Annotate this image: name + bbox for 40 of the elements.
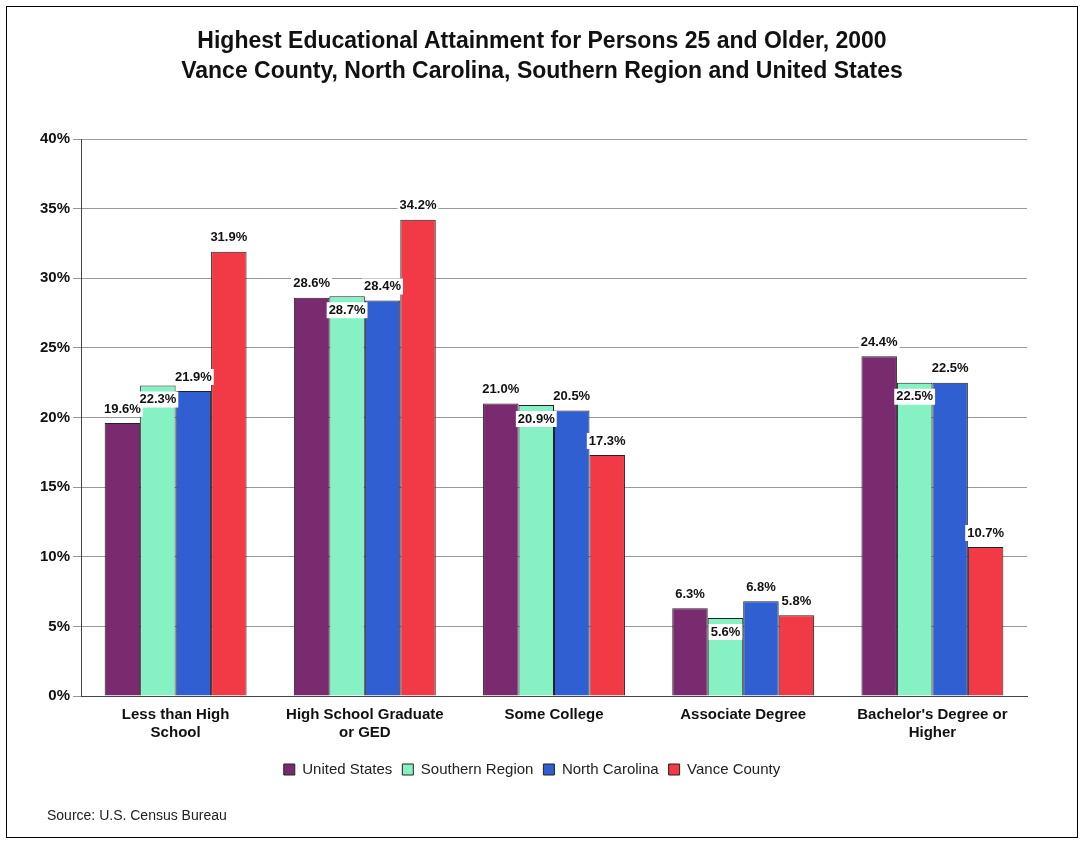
x-tick-label: Some College bbox=[504, 705, 604, 723]
legend-label: Vance County bbox=[687, 759, 781, 777]
data-label: 20.5% bbox=[553, 388, 591, 404]
data-label: 10.7% bbox=[967, 524, 1005, 540]
data-label: 28.4% bbox=[364, 278, 402, 294]
data-label: 22.5% bbox=[896, 388, 934, 404]
x-tick-label: Less than High School bbox=[121, 705, 230, 741]
data-label: 5.8% bbox=[781, 592, 812, 608]
x-tick-label: High School Graduate or GED bbox=[286, 705, 444, 741]
data-label: 31.9% bbox=[210, 229, 248, 245]
y-tick-label: 15% bbox=[39, 477, 71, 495]
data-label: 24.4% bbox=[860, 333, 899, 349]
legend-label: North Carolina bbox=[561, 759, 660, 777]
y-tick-label: 5% bbox=[48, 616, 71, 634]
data-label: 28.7% bbox=[328, 301, 366, 317]
data-label: 22.5% bbox=[931, 360, 969, 376]
y-tick-label: 30% bbox=[39, 268, 71, 286]
data-label: 34.2% bbox=[399, 197, 437, 213]
data-label: 21.9% bbox=[174, 368, 213, 384]
legend-label: Southern Region bbox=[420, 759, 534, 777]
data-label: 28.6% bbox=[293, 275, 331, 291]
data-label: 21.0% bbox=[482, 381, 520, 397]
legend-label: United States bbox=[302, 759, 393, 777]
data-label: 22.3% bbox=[139, 391, 177, 407]
y-tick-label: 40% bbox=[39, 129, 71, 147]
y-tick-label: 35% bbox=[39, 198, 71, 216]
data-label: 20.9% bbox=[517, 410, 556, 426]
data-label: 6.3% bbox=[675, 585, 706, 601]
y-tick-label: 20% bbox=[39, 407, 71, 425]
y-tick-label: 0% bbox=[48, 686, 71, 704]
data-label: 6.8% bbox=[746, 578, 777, 594]
data-label: 5.6% bbox=[710, 623, 741, 639]
y-tick-label: 10% bbox=[39, 546, 71, 564]
chart-subtitle: Vance County, North Carolina, Southern Region and United States bbox=[180, 56, 904, 85]
y-tick-label: 25% bbox=[39, 338, 71, 356]
source-note: Source: U.S. Census Bureau bbox=[47, 807, 227, 823]
data-label: 17.3% bbox=[588, 432, 627, 448]
chart-title: Highest Educational Attainment for Persons 25 and Older, 2000 bbox=[196, 26, 888, 55]
x-tick-label: Associate Degree bbox=[680, 705, 807, 723]
x-tick-label: Bachelor's Degree or Higher bbox=[857, 705, 1008, 741]
